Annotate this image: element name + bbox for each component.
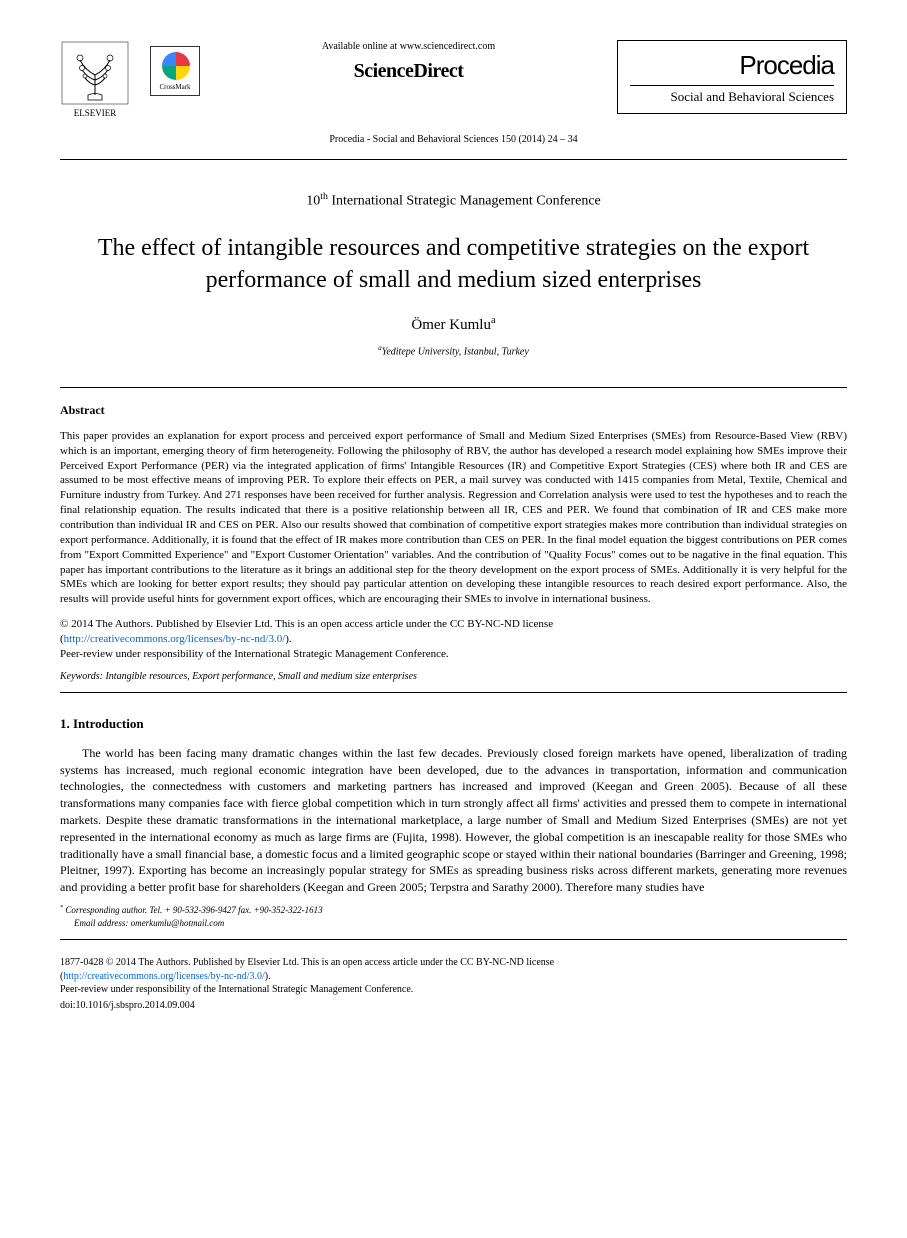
author-name: Ömer Kumlu: [411, 317, 491, 333]
affiliation-line: aYeditepe University, Istanbul, Turkey: [60, 344, 847, 359]
abstract-heading: Abstract: [60, 402, 847, 419]
crossmark-badge[interactable]: CrossMark: [150, 46, 200, 96]
procedia-title: Procedia: [630, 47, 834, 83]
available-online-text: Available online at www.sciencedirect.co…: [200, 40, 617, 54]
corresponding-author-line: * Corresponding author. Tel. + 90-532-39…: [60, 904, 847, 917]
sciencedirect-title: ScienceDirect: [200, 57, 617, 85]
article-title: The effect of intangible resources and c…: [60, 233, 847, 295]
header-rule: [60, 159, 847, 160]
abstract-bottom-rule: [60, 692, 847, 693]
keywords-label: Keywords:: [60, 671, 103, 682]
procedia-journal-box: Procedia Social and Behavioral Sciences: [617, 40, 847, 114]
doi-line: doi:10.1016/j.sbspro.2014.09.004: [60, 999, 847, 1013]
email-label: Email address:: [74, 918, 128, 928]
footer-block: 1877-0428 © 2014 The Authors. Published …: [60, 956, 847, 997]
section-1-heading: 1. Introduction: [60, 715, 847, 733]
footer-rule: [60, 939, 847, 940]
author-line: Ömer Kumlua: [60, 314, 847, 336]
header-row: ELSEVIER CrossMark Available online at w…: [60, 40, 847, 125]
citation-line: Procedia - Social and Behavioral Science…: [60, 133, 847, 147]
keywords-values: Intangible resources, Export performance…: [105, 671, 416, 682]
abstract-top-rule: [60, 387, 847, 388]
license-block: © 2014 The Authors. Published by Elsevie…: [60, 617, 847, 662]
footer-issn-line: 1877-0428 © 2014 The Authors. Published …: [60, 957, 554, 968]
crossmark-icon: [162, 52, 190, 80]
conference-name: 10th International Strategic Management …: [60, 190, 847, 211]
crossmark-label: CrossMark: [151, 83, 199, 93]
footer-license-url[interactable]: http://creativecommons.org/licenses/by-n…: [63, 971, 264, 982]
license-url[interactable]: http://creativecommons.org/licenses/by-n…: [64, 633, 286, 645]
keywords-line: Keywords: Intangible resources, Export p…: [60, 670, 847, 684]
introduction-paragraph: The world has been facing many dramatic …: [60, 745, 847, 896]
peer-review-line: Peer-review under responsibility of the …: [60, 648, 449, 660]
conference-rest: International Strategic Management Confe…: [331, 194, 600, 209]
procedia-subtitle: Social and Behavioral Sciences: [630, 85, 834, 106]
corresponding-text: Corresponding author. Tel. + 90-532-396-…: [65, 905, 322, 915]
author-affil-sup: a: [491, 315, 496, 326]
elsevier-label: ELSEVIER: [74, 108, 117, 118]
sciencedirect-block: Available online at www.sciencedirect.co…: [200, 40, 617, 85]
elsevier-logo-block: ELSEVIER: [60, 40, 130, 125]
header-left: ELSEVIER CrossMark: [60, 40, 200, 125]
email-value: omerkumlu@hotmail.com: [131, 918, 225, 928]
elsevier-tree-icon: ELSEVIER: [60, 40, 130, 120]
corresponding-marker: *: [60, 904, 63, 911]
footer-peer-review: Peer-review under responsibility of the …: [60, 984, 413, 995]
corresponding-email-line: Email address: omerkumlu@hotmail.com: [74, 917, 847, 930]
conference-ordinal: 10: [306, 194, 320, 209]
abstract-body: This paper provides an explanation for e…: [60, 429, 847, 607]
license-line1: © 2014 The Authors. Published by Elsevie…: [60, 618, 553, 630]
affiliation-text: Yeditepe University, Istanbul, Turkey: [382, 346, 529, 357]
conference-ordinal-sup: th: [320, 191, 328, 202]
